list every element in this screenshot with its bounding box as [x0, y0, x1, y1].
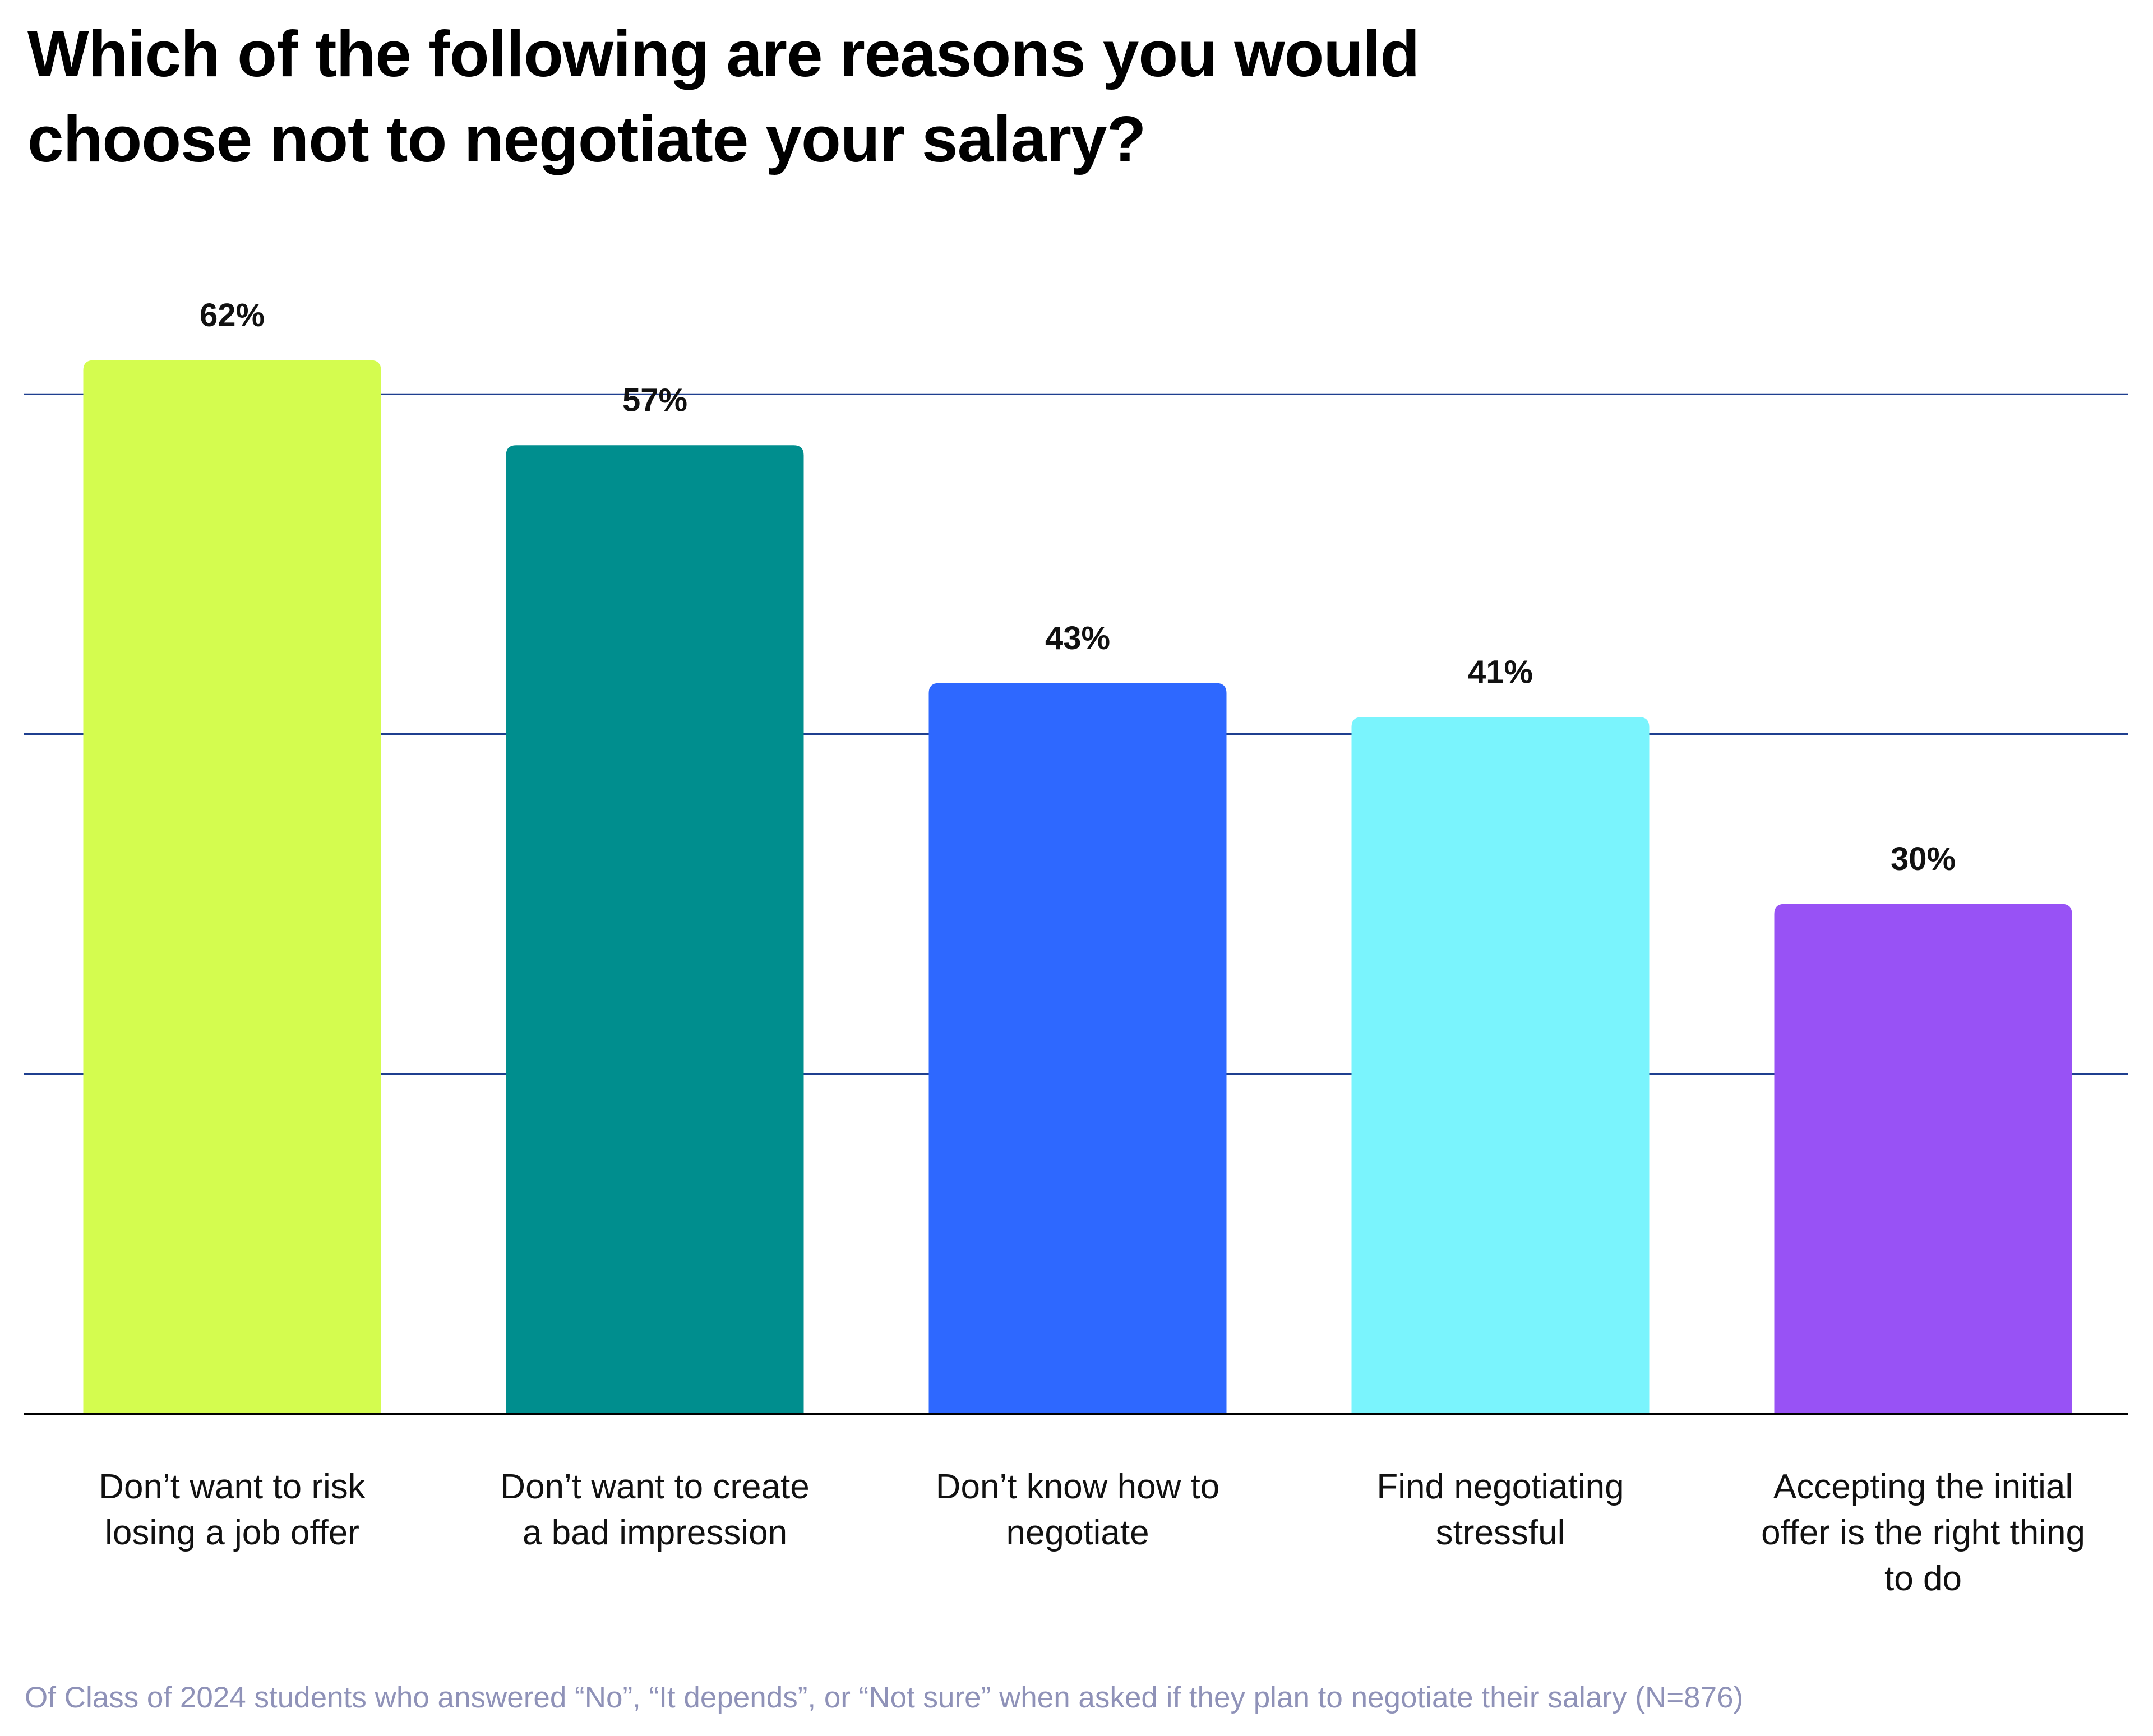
- value-label: 57%: [622, 382, 687, 419]
- x-tick-label: Accepting the initial offer is the right…: [1761, 1468, 2085, 1598]
- value-label: 30%: [1891, 841, 1956, 877]
- bar: [1351, 717, 1650, 1414]
- x-tick-label: Don’t know how to negotiate: [935, 1468, 1220, 1552]
- bar: [506, 445, 804, 1414]
- chart-title: Which of the following are reasons you w…: [27, 17, 1420, 175]
- bar: [83, 360, 381, 1414]
- bar: [1774, 904, 2072, 1414]
- bar: [928, 683, 1227, 1414]
- x-tick-label: Don’t want to risk losing a job offer: [99, 1468, 366, 1552]
- value-label: 41%: [1468, 654, 1533, 691]
- value-label: 43%: [1045, 620, 1110, 656]
- value-label: 62%: [200, 297, 265, 334]
- x-tick-label: Find negotiating stressful: [1376, 1468, 1624, 1552]
- x-tick-label: Don’t want to create a bad impression: [500, 1468, 810, 1552]
- footnote: Of Class of 2024 students who answered “…: [25, 1681, 1744, 1714]
